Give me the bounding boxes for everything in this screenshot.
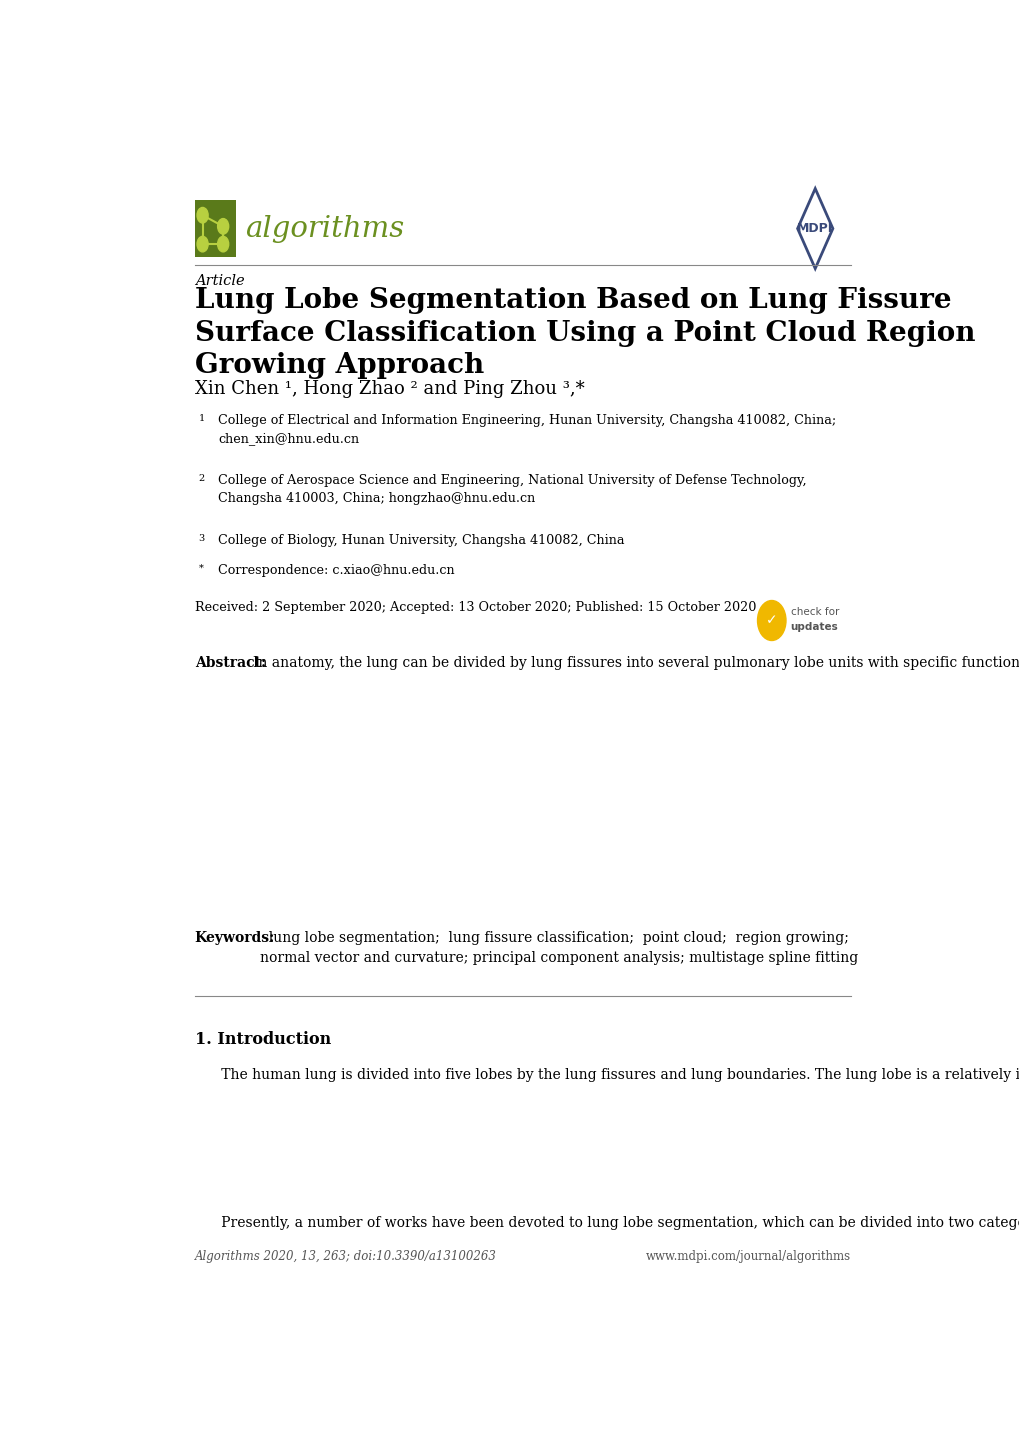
Text: MDPI: MDPI: [796, 222, 833, 235]
Text: In anatomy, the lung can be divided by lung fissures into several pulmonary lobe: In anatomy, the lung can be divided by l…: [253, 656, 1019, 672]
Text: check for: check for: [790, 607, 839, 617]
Text: Presently, a number of works have been devoted to lung lobe segmentation, which : Presently, a number of works have been d…: [195, 1216, 1019, 1230]
FancyBboxPatch shape: [195, 199, 235, 258]
Text: The human lung is divided into five lobes by the lung fissures and lung boundari: The human lung is divided into five lobe…: [195, 1069, 1019, 1082]
Text: 1. Introduction: 1. Introduction: [195, 1031, 330, 1048]
Text: *: *: [199, 564, 204, 572]
Text: Correspondence: c.xiao@hnu.edu.cn: Correspondence: c.xiao@hnu.edu.cn: [218, 564, 454, 577]
Circle shape: [217, 219, 228, 234]
Text: Algorithms 2020, 13, 263; doi:10.3390/a13100263: Algorithms 2020, 13, 263; doi:10.3390/a1…: [195, 1250, 496, 1263]
Text: Article: Article: [195, 274, 245, 288]
Circle shape: [757, 600, 786, 640]
Circle shape: [197, 236, 208, 252]
Text: 3: 3: [199, 534, 205, 542]
Text: College of Electrical and Information Engineering, Hunan University, Changsha 41: College of Electrical and Information En…: [218, 414, 836, 446]
Text: algorithms: algorithms: [245, 215, 405, 242]
Text: Received: 2 September 2020; Accepted: 13 October 2020; Published: 15 October 202: Received: 2 September 2020; Accepted: 13…: [195, 600, 755, 613]
Circle shape: [217, 236, 228, 252]
Text: 2: 2: [199, 474, 205, 483]
Text: Xin Chen ¹, Hong Zhao ² and Ping Zhou ³,*: Xin Chen ¹, Hong Zhao ² and Ping Zhou ³,…: [195, 379, 584, 398]
Text: ✓: ✓: [765, 613, 776, 627]
Text: updates: updates: [790, 622, 838, 632]
Text: College of Biology, Hunan University, Changsha 410082, China: College of Biology, Hunan University, Ch…: [218, 534, 625, 547]
Text: www.mdpi.com/journal/algorithms: www.mdpi.com/journal/algorithms: [645, 1250, 850, 1263]
Text: 1: 1: [199, 414, 205, 423]
Text: lung lobe segmentation;  lung fissure classification;  point cloud;  region grow: lung lobe segmentation; lung fissure cla…: [259, 932, 857, 966]
Text: Abstract:: Abstract:: [195, 656, 266, 671]
Text: College of Aerospace Science and Engineering, National University of Defense Tec: College of Aerospace Science and Enginee…: [218, 474, 806, 505]
Circle shape: [197, 208, 208, 224]
Text: Lung Lobe Segmentation Based on Lung Fissure
Surface Classification Using a Poin: Lung Lobe Segmentation Based on Lung Fis…: [195, 287, 974, 379]
Text: Keywords:: Keywords:: [195, 932, 275, 946]
